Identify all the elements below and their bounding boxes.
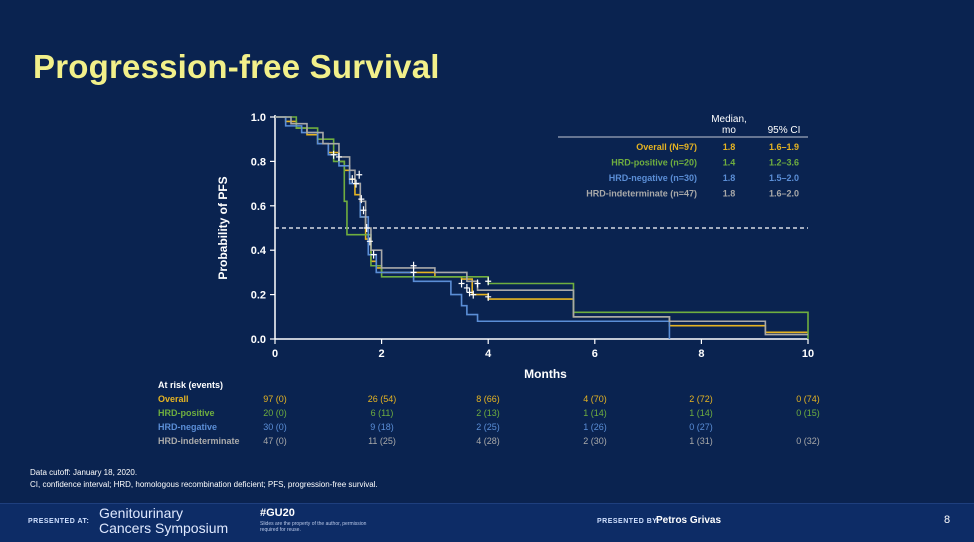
at-risk-cell: 9 (18) bbox=[370, 422, 394, 432]
presenter-name: Petros Grivas bbox=[656, 515, 722, 526]
censor-mark bbox=[358, 195, 365, 204]
at-risk-header: At risk (events) bbox=[158, 380, 223, 390]
y-tick-label: 0.0 bbox=[251, 334, 266, 346]
censor-marks bbox=[330, 150, 492, 301]
at-risk-row-label: HRD-positive bbox=[158, 408, 215, 418]
median-row-value: 1.8 bbox=[723, 142, 736, 152]
at-risk-cell: 20 (0) bbox=[263, 408, 287, 418]
x-tick-label: 0 bbox=[272, 348, 278, 360]
presented-at-label: PRESENTED AT: bbox=[28, 518, 90, 525]
at-risk-cell: 0 (15) bbox=[796, 408, 820, 418]
censor-mark bbox=[335, 152, 342, 161]
y-tick-label: 1.0 bbox=[251, 112, 266, 124]
x-tick-label: 10 bbox=[802, 348, 814, 360]
median-row-ci: 1.2–3.6 bbox=[769, 158, 799, 168]
slide-title: Progression-free Survival bbox=[33, 48, 440, 85]
median-row-ci: 1.5–2.0 bbox=[769, 173, 799, 183]
at-risk-cell: 6 (11) bbox=[371, 408, 394, 418]
page-number: 8 bbox=[944, 514, 951, 526]
presented-by-label: PRESENTED BY: bbox=[597, 518, 660, 525]
at-risk-cell: 4 (70) bbox=[583, 394, 607, 404]
median-row-value: 1.8 bbox=[723, 173, 736, 183]
y-axis-label: Probability of PFS bbox=[216, 176, 230, 279]
at-risk-table: At risk (events) Overall 97 (0) 26 (54) 8 (6… bbox=[158, 380, 820, 446]
km-curve-hrd-negative bbox=[275, 116, 671, 339]
at-risk-cell: 0 (27) bbox=[689, 422, 713, 432]
censor-mark bbox=[363, 224, 370, 232]
median-row-label: HRD-negative (n=30) bbox=[609, 173, 697, 183]
censor-mark bbox=[485, 292, 492, 301]
at-risk-cell: 26 (54) bbox=[368, 394, 397, 404]
censor-mark bbox=[474, 279, 481, 288]
at-risk-cell: 4 (28) bbox=[476, 436, 500, 446]
x-tick-label: 2 bbox=[379, 348, 385, 360]
median-row-ci: 1.6–1.9 bbox=[769, 142, 799, 152]
y-tick-label: 0.4 bbox=[251, 245, 267, 257]
hashtag: #GU20 bbox=[260, 507, 295, 519]
at-risk-row-label: HRD-indeterminate bbox=[158, 436, 240, 446]
censor-mark bbox=[353, 179, 360, 188]
at-risk-cell: 1 (26) bbox=[583, 422, 607, 432]
at-risk-row-label: Overall bbox=[158, 394, 189, 404]
km-chart: 0.0 0.2 0.4 0.6 0.8 1.0 0 2 4 6 8 10 Months Probabili… bbox=[158, 112, 820, 446]
footnote-abbreviations: CI, confidence interval; HRD, homologous… bbox=[30, 480, 378, 489]
censor-mark bbox=[458, 279, 465, 288]
censor-mark bbox=[349, 175, 356, 184]
footer-bar: PRESENTED AT: Genitourinary Cancers Symp… bbox=[0, 503, 974, 542]
censor-mark bbox=[410, 261, 417, 270]
censor-mark bbox=[485, 277, 492, 286]
median-row-value: 1.4 bbox=[723, 158, 736, 168]
at-risk-cell: 2 (72) bbox=[689, 394, 713, 404]
at-risk-cell: 2 (25) bbox=[476, 422, 500, 432]
y-tick-label: 0.8 bbox=[251, 156, 266, 168]
x-tick-label: 8 bbox=[698, 348, 704, 360]
conference-name: Genitourinary Cancers Symposium bbox=[99, 506, 228, 536]
median-row-ci: 1.6–2.0 bbox=[769, 189, 799, 199]
y-tick-label: 0.6 bbox=[251, 201, 266, 213]
at-risk-cell: 8 (66) bbox=[476, 394, 500, 404]
ci-header: 95% CI bbox=[768, 125, 801, 136]
censor-mark bbox=[466, 288, 473, 297]
conference-line-2: Cancers Symposium bbox=[99, 520, 229, 536]
at-risk-cell: 47 (0) bbox=[263, 436, 287, 446]
y-tick-label: 0.2 bbox=[251, 290, 266, 302]
at-risk-row-label: HRD-negative bbox=[158, 422, 217, 432]
censor-mark bbox=[360, 206, 367, 215]
at-risk-cell: 30 (0) bbox=[263, 422, 287, 432]
footnote-cutoff: Data cutoff: January 18, 2020. bbox=[30, 468, 138, 477]
at-risk-cell: 97 (0) bbox=[263, 394, 287, 404]
at-risk-cell: 1 (14) bbox=[583, 408, 607, 418]
at-risk-cell: 2 (13) bbox=[476, 408, 500, 418]
x-axis-label: Months bbox=[524, 367, 567, 381]
censor-mark bbox=[470, 290, 477, 299]
rights-notice: Slides are the property of the author, p… bbox=[260, 521, 367, 533]
censor-mark bbox=[370, 250, 377, 259]
median-row-value: 1.8 bbox=[723, 189, 736, 199]
censor-mark bbox=[356, 170, 363, 179]
chart-axes: 0.0 0.2 0.4 0.6 0.8 1.0 0 2 4 6 8 10 Months Probabili… bbox=[216, 112, 814, 381]
median-header-line-1: Median, bbox=[711, 114, 747, 125]
at-risk-cell: 11 (25) bbox=[368, 436, 396, 446]
at-risk-cell: 2 (30) bbox=[583, 436, 607, 446]
x-tick-label: 4 bbox=[485, 348, 492, 360]
censor-mark bbox=[366, 237, 373, 246]
median-row-label: Overall (N=97) bbox=[636, 142, 697, 152]
at-risk-cell: 1 (31) bbox=[689, 436, 713, 446]
at-risk-cell: 1 (14) bbox=[689, 408, 713, 418]
median-row-label: HRD-indeterminate (n=47) bbox=[586, 189, 697, 199]
x-tick-label: 6 bbox=[592, 348, 598, 360]
median-table: Median,mo 95% CI Overall (N=97) 1.8 1.6–1.9 H… bbox=[558, 114, 808, 199]
conference-line-1: Genitourinary bbox=[99, 505, 184, 521]
at-risk-cell: 0 (32) bbox=[796, 436, 820, 446]
median-row-label: HRD-positive (n=20) bbox=[611, 158, 697, 168]
median-header-line-2: mo bbox=[722, 125, 736, 136]
censor-mark bbox=[330, 150, 337, 159]
at-risk-cell: 0 (74) bbox=[796, 394, 820, 404]
censor-mark bbox=[463, 283, 470, 292]
